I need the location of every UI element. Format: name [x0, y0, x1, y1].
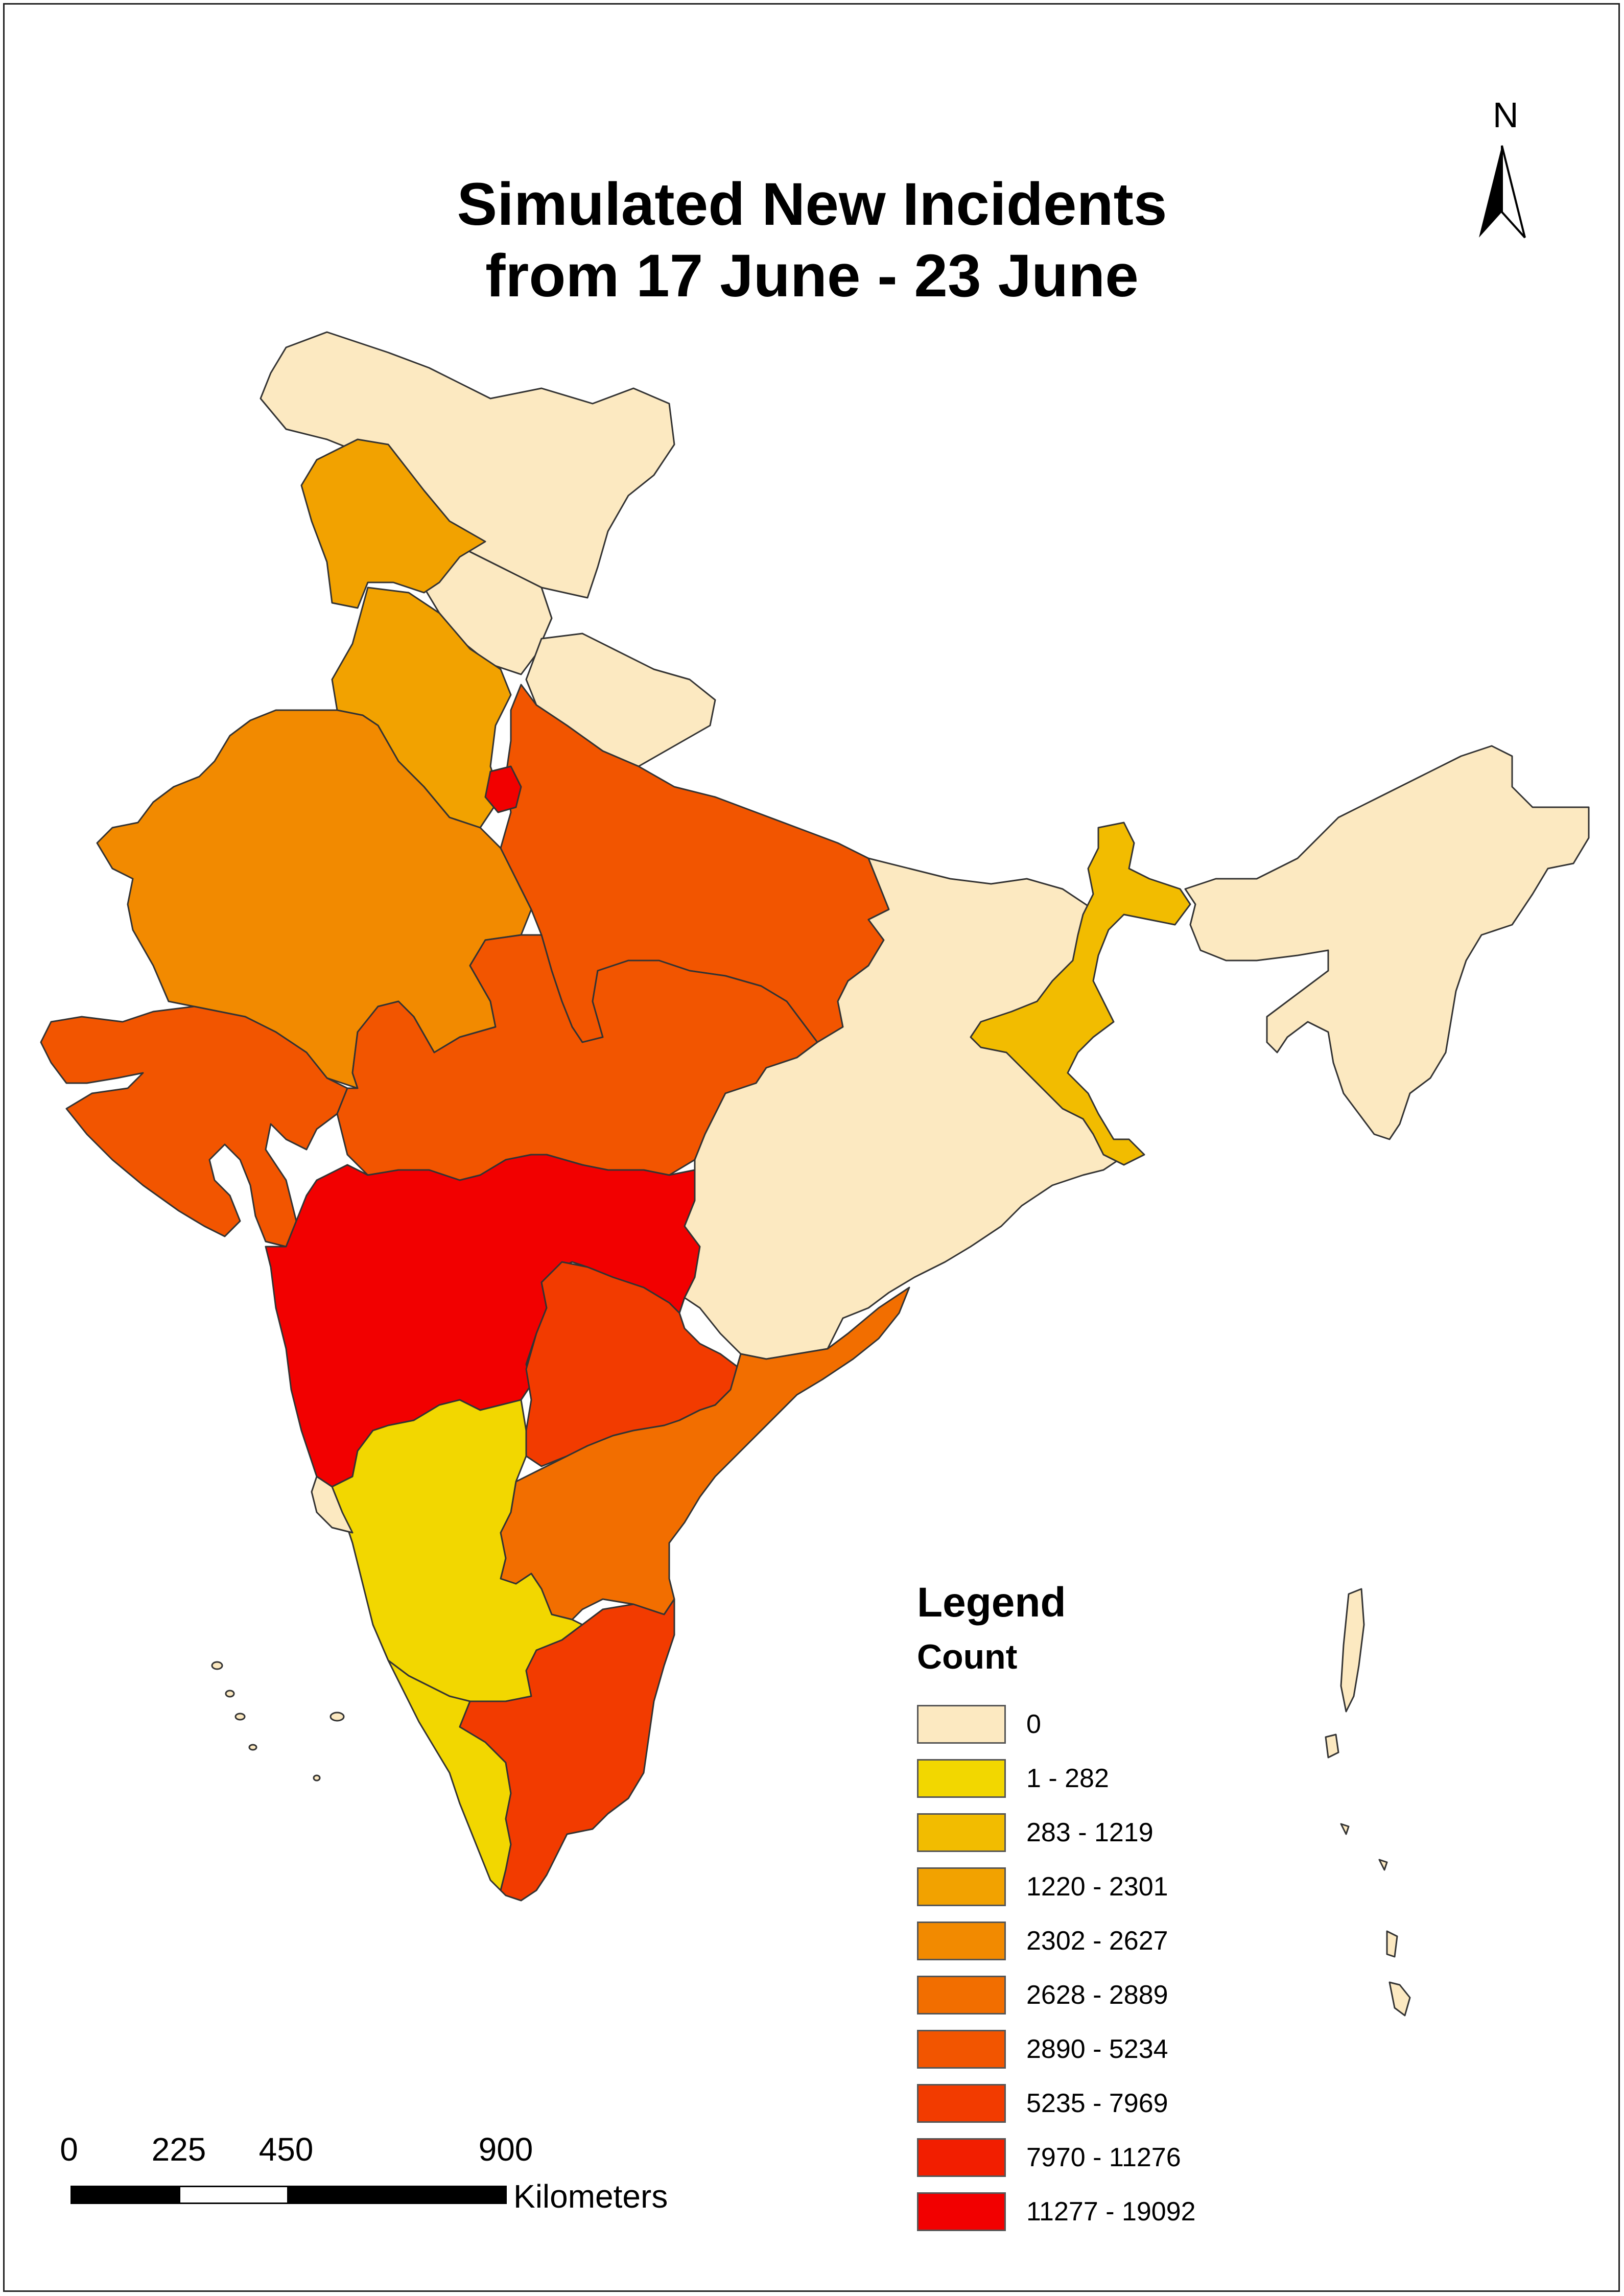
legend-label: 5235 - 7969 — [1026, 2089, 1168, 2118]
map-title: Simulated New Incidents from 17 June - 2… — [0, 169, 1624, 312]
legend-title: Legend — [917, 1579, 1066, 1626]
legend-item: 1 - 282 — [917, 1751, 1428, 1806]
region-tamil-nadu — [459, 1598, 675, 1902]
scale-bar: 0 225 450 900 Kilometers — [51, 2130, 715, 2215]
legend-item: 1220 - 2301 — [917, 1860, 1428, 1914]
legend-swatch — [917, 1705, 1006, 1744]
legend-subtitle: Count — [917, 1637, 1018, 1676]
legend-item: 2302 - 2627 — [917, 1914, 1428, 1968]
legend-label: 11277 - 19092 — [1026, 2197, 1196, 2227]
region-gujarat — [40, 1005, 348, 1248]
region-delhi — [484, 765, 522, 813]
legend-label: 283 - 1219 — [1026, 1818, 1154, 1847]
region-lakshadweep — [211, 1661, 345, 1782]
legend-item: 0 — [917, 1697, 1428, 1751]
north-label: N — [1493, 95, 1519, 135]
region-andaman-nicobar — [1325, 1588, 1411, 2017]
legend-rows: 0 1 - 282 283 - 1219 1220 - 2301 2302 - 2627… — [917, 1697, 1428, 2239]
title-line-1: Simulated New Incidents — [457, 171, 1167, 238]
legend-item: 2890 - 5234 — [917, 2022, 1428, 2076]
region-west-bengal — [970, 822, 1191, 1166]
legend-swatch — [917, 2192, 1006, 2231]
region-goa — [311, 1475, 354, 1534]
region-northeast — [1184, 745, 1590, 1140]
legend: Legend Count 0 1 - 282 283 - 1219 1220 - 23… — [917, 1579, 1428, 2239]
legend-item: 283 - 1219 — [917, 1806, 1428, 1860]
title-line-2: from 17 June - 23 June — [485, 242, 1139, 310]
legend-label: 2628 - 2889 — [1026, 1980, 1168, 2010]
scale-tick-225: 225 — [151, 2131, 206, 2168]
north-arrow-icon — [1479, 145, 1526, 239]
legend-item: 5235 - 7969 — [917, 2076, 1428, 2130]
scale-segment-3 — [287, 2186, 507, 2204]
scale-tick-900: 900 — [478, 2131, 533, 2168]
legend-swatch — [917, 2030, 1006, 2069]
legend-label: 2890 - 5234 — [1026, 2034, 1168, 2064]
region-punjab — [300, 438, 486, 609]
legend-swatch — [917, 2138, 1006, 2177]
scale-segment-1 — [70, 2186, 180, 2204]
scale-segment-2 — [179, 2186, 289, 2204]
legend-label: 2302 - 2627 — [1026, 1926, 1168, 1956]
legend-label: 0 — [1026, 1709, 1041, 1739]
legend-item: 11277 - 19092 — [917, 2185, 1428, 2239]
legend-swatch — [917, 1813, 1006, 1852]
legend-swatch — [917, 2084, 1006, 2123]
scale-tick-450: 450 — [258, 2131, 314, 2168]
legend-item: 2628 - 2889 — [917, 1968, 1428, 2022]
legend-label: 1220 - 2301 — [1026, 1872, 1168, 1902]
legend-label: 1 - 282 — [1026, 1764, 1109, 1793]
legend-swatch — [917, 1759, 1006, 1798]
scale-unit: Kilometers — [513, 2178, 668, 2215]
legend-swatch — [917, 1867, 1006, 1906]
legend-label: 7970 - 11276 — [1026, 2143, 1181, 2172]
map-frame — [3, 3, 1620, 2292]
region-jammu-kashmir — [260, 331, 675, 599]
region-andhra-pradesh — [500, 1286, 910, 1621]
scale-tick-0: 0 — [60, 2131, 78, 2168]
legend-item: 7970 - 11276 — [917, 2130, 1428, 2185]
legend-swatch — [917, 1922, 1006, 1960]
legend-swatch — [917, 1976, 1006, 2014]
